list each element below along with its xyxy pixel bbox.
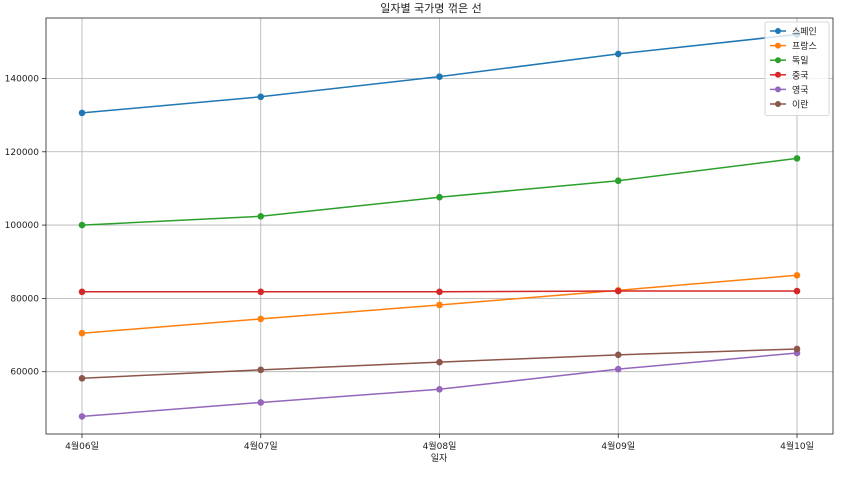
data-point	[78, 329, 86, 337]
x-tick-label: 4월07일	[244, 440, 278, 452]
data-point	[78, 109, 86, 117]
data-point	[436, 73, 443, 80]
data-point	[793, 287, 801, 295]
plot-frame	[45, 17, 834, 435]
legend-marker	[775, 71, 781, 78]
data-point	[436, 193, 443, 201]
x-tick-label: 4월08일	[423, 440, 457, 452]
data-point	[78, 221, 86, 229]
legend-label: 중국	[792, 70, 809, 81]
chart-title: 일자별 국가명 꺾은 선	[380, 1, 482, 15]
series-3	[78, 155, 801, 229]
data-point	[614, 177, 622, 185]
data-point	[257, 315, 265, 323]
series-group	[78, 31, 801, 420]
legend-marker	[775, 28, 781, 34]
legend-label: 스페인	[792, 27, 817, 38]
data-point	[436, 288, 443, 296]
y-tick-label: 120000	[5, 148, 40, 158]
x-axis-label: 일자	[431, 453, 448, 464]
y-tick-label: 80000	[10, 294, 39, 304]
y-tick-label: 140000	[5, 74, 40, 84]
x-tick-label: 4월09일	[601, 440, 635, 452]
legend-marker	[775, 86, 781, 93]
data-point	[614, 365, 622, 373]
data-point	[793, 271, 801, 279]
legend-label: 이란	[792, 99, 809, 111]
data-point	[793, 345, 801, 353]
series-6	[78, 345, 801, 382]
data-point	[257, 399, 265, 406]
x-tick-label: 4월10일	[780, 440, 814, 452]
data-point	[614, 50, 622, 58]
legend-marker	[775, 42, 781, 49]
data-point	[78, 413, 86, 420]
data-point	[793, 155, 801, 162]
data-point	[436, 385, 443, 393]
data-point	[257, 212, 265, 220]
data-point	[614, 351, 622, 359]
series-4	[78, 287, 801, 296]
data-point	[436, 358, 443, 366]
y-tick-label: 100000	[5, 221, 40, 231]
grid	[46, 18, 833, 434]
legend-marker	[775, 101, 781, 107]
data-point	[78, 374, 86, 382]
y-tick-label: 60000	[10, 368, 39, 378]
axes: 4월06일 4월07일 4월08일 4월09일 4월10일 60000 80000 10000…	[5, 17, 834, 452]
series-5	[78, 349, 801, 420]
data-point	[257, 366, 265, 374]
data-point	[257, 288, 265, 296]
legend-label: 프랑스	[792, 40, 817, 52]
data-point	[257, 93, 265, 101]
legend-label: 독일	[792, 56, 809, 67]
legend-marker	[775, 57, 781, 64]
data-point	[614, 287, 622, 295]
x-tick-label: 4월06일	[65, 440, 99, 452]
data-point	[436, 301, 443, 309]
data-point	[78, 288, 86, 296]
legend-label: 영국	[792, 85, 809, 96]
